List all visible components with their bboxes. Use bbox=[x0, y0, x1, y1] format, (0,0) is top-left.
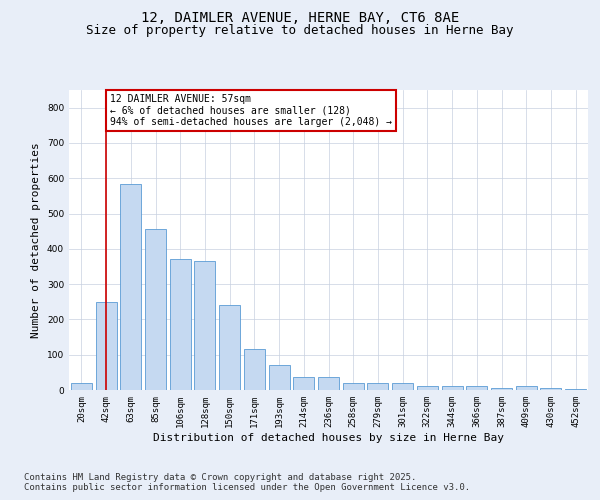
Bar bbox=[120, 184, 141, 390]
Bar bbox=[318, 376, 339, 390]
Bar bbox=[293, 376, 314, 390]
Bar bbox=[491, 388, 512, 390]
Bar bbox=[343, 383, 364, 390]
Text: 12, DAIMLER AVENUE, HERNE BAY, CT6 8AE: 12, DAIMLER AVENUE, HERNE BAY, CT6 8AE bbox=[141, 11, 459, 25]
Bar bbox=[71, 383, 92, 390]
Bar bbox=[541, 388, 562, 390]
Bar bbox=[95, 302, 116, 390]
Bar bbox=[417, 386, 438, 390]
Bar bbox=[565, 389, 586, 390]
Bar bbox=[516, 386, 537, 390]
Bar bbox=[219, 306, 240, 390]
Bar bbox=[244, 350, 265, 390]
X-axis label: Distribution of detached houses by size in Herne Bay: Distribution of detached houses by size … bbox=[153, 432, 504, 442]
Bar bbox=[269, 366, 290, 390]
Text: 12 DAIMLER AVENUE: 57sqm
← 6% of detached houses are smaller (128)
94% of semi-d: 12 DAIMLER AVENUE: 57sqm ← 6% of detache… bbox=[110, 94, 392, 126]
Bar bbox=[367, 383, 388, 390]
Bar bbox=[170, 260, 191, 390]
Y-axis label: Number of detached properties: Number of detached properties bbox=[31, 142, 41, 338]
Bar bbox=[392, 383, 413, 390]
Bar bbox=[466, 386, 487, 390]
Bar bbox=[442, 386, 463, 390]
Bar bbox=[145, 230, 166, 390]
Bar bbox=[194, 261, 215, 390]
Text: Contains HM Land Registry data © Crown copyright and database right 2025.
Contai: Contains HM Land Registry data © Crown c… bbox=[24, 472, 470, 492]
Text: Size of property relative to detached houses in Herne Bay: Size of property relative to detached ho… bbox=[86, 24, 514, 37]
